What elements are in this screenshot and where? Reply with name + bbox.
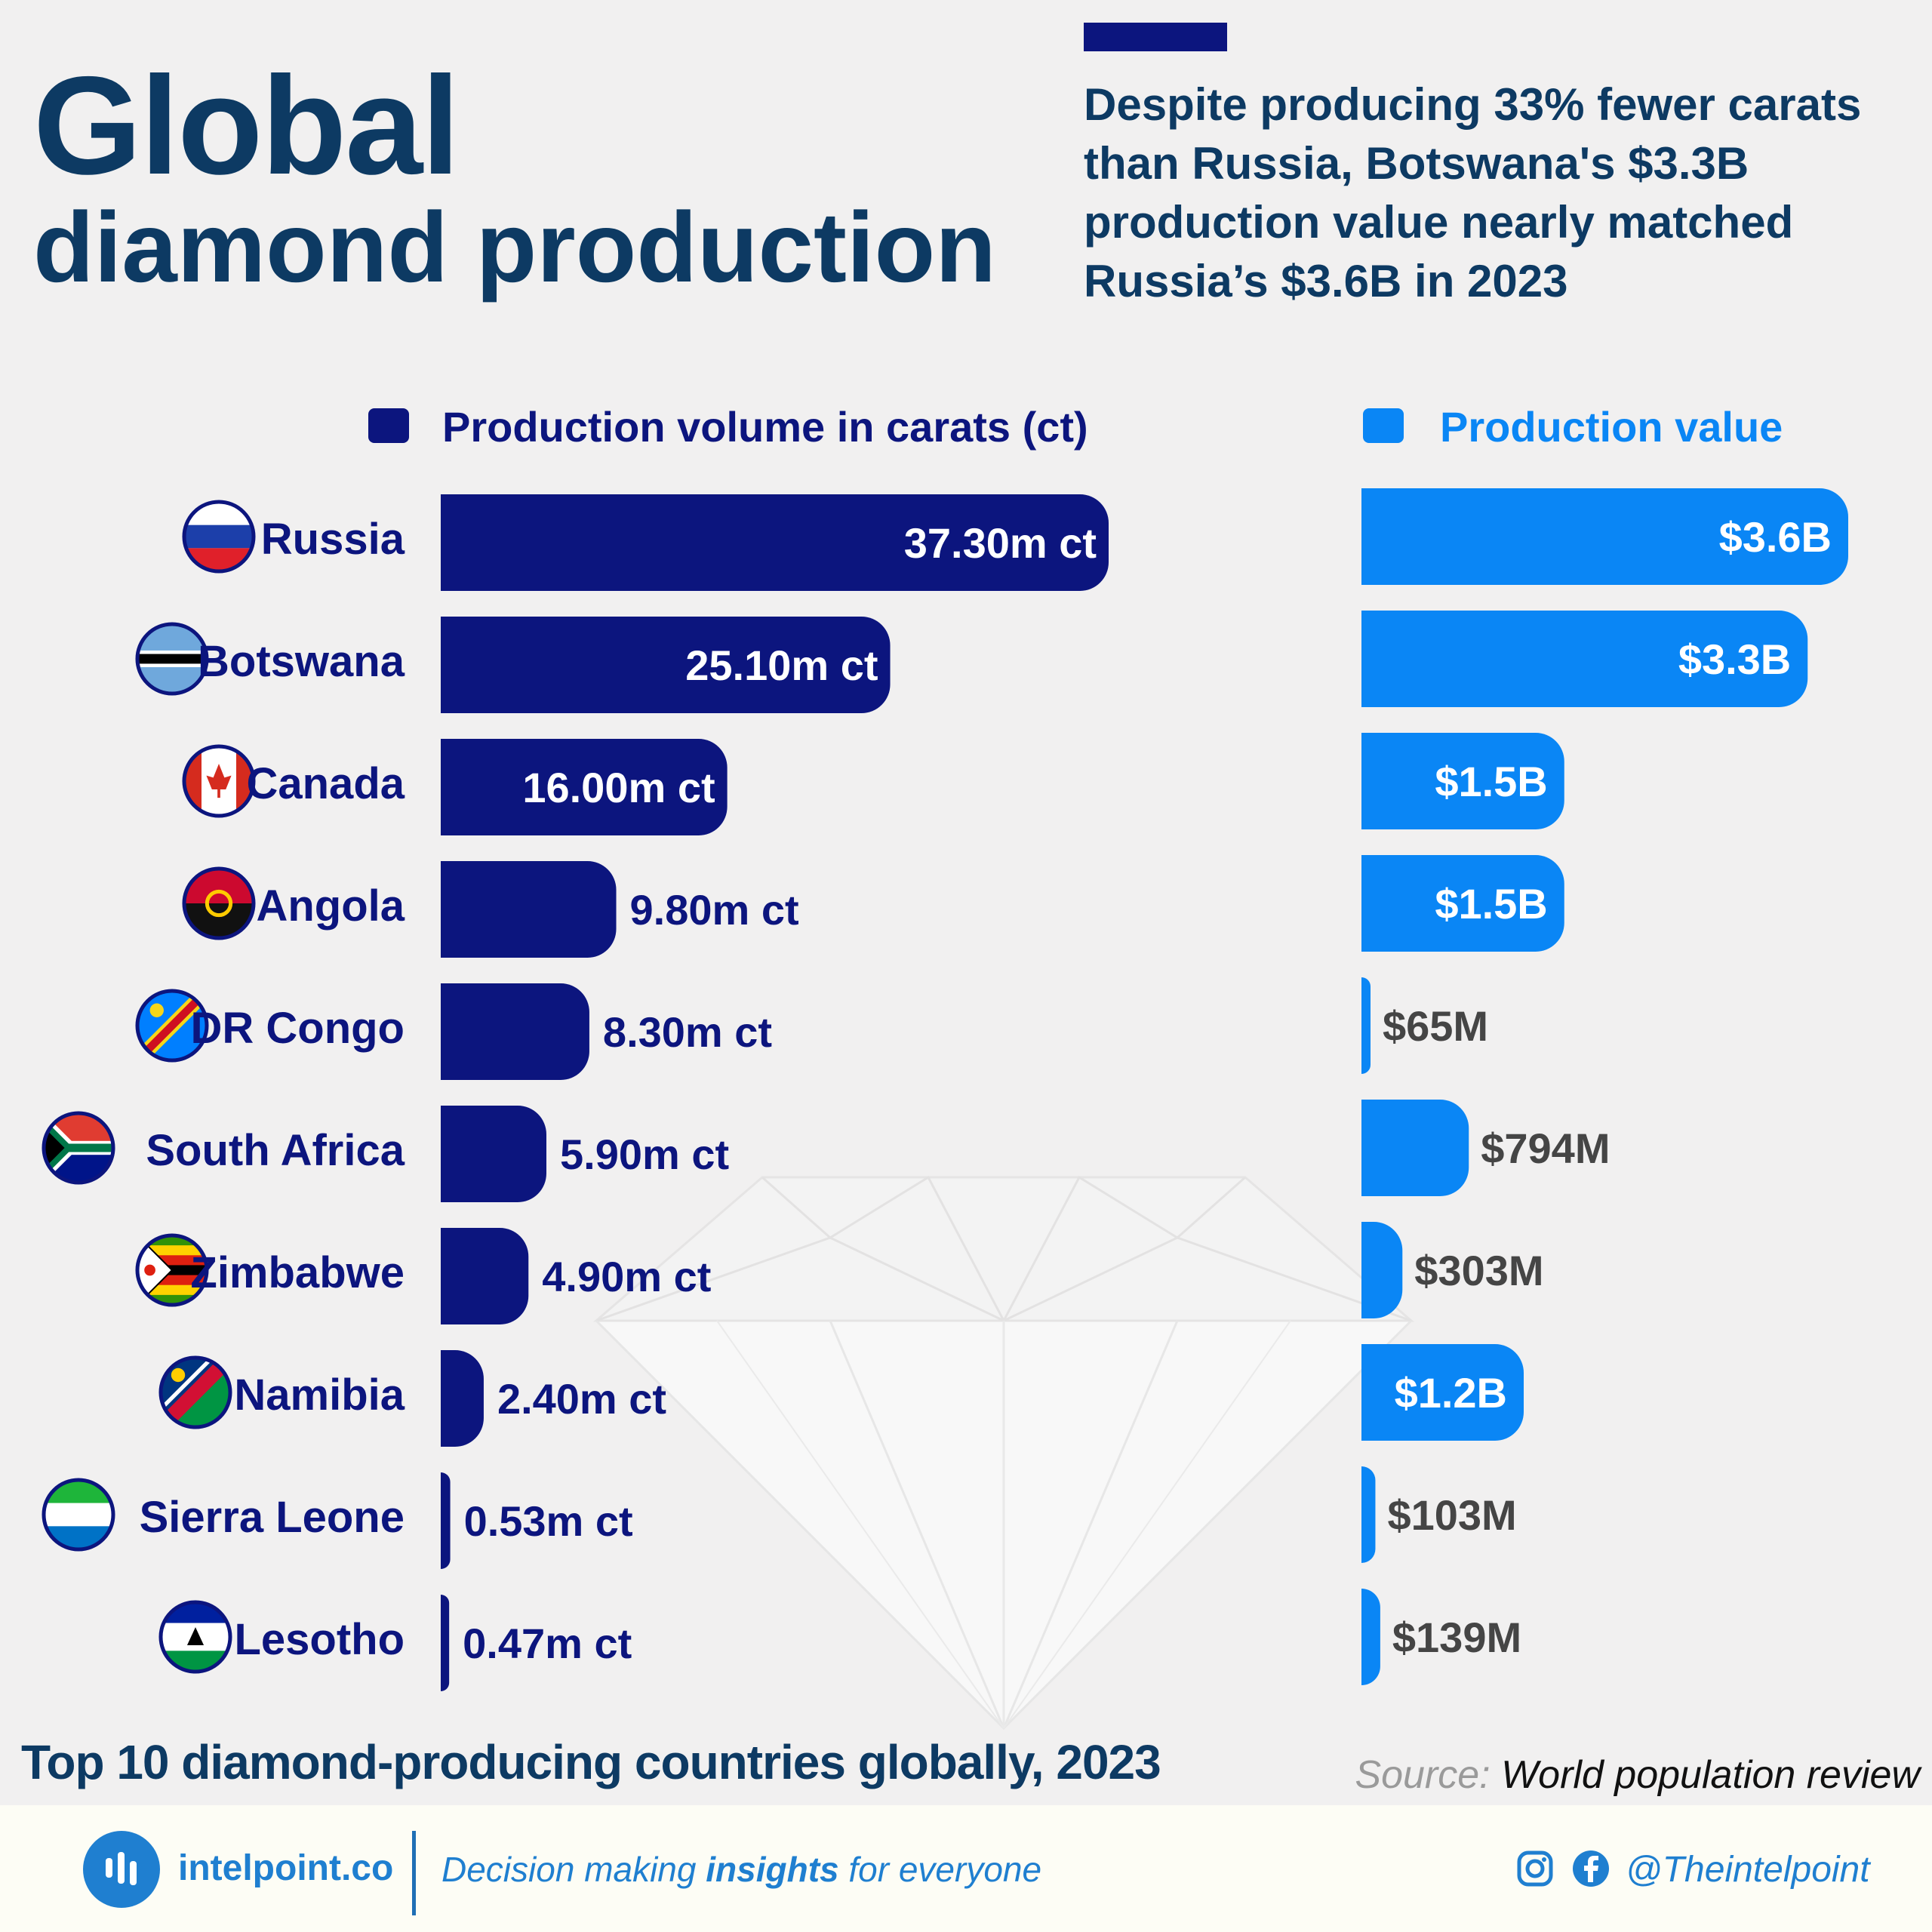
volume-bar-sierra-leone bbox=[441, 1472, 451, 1569]
volume-bar-namibia bbox=[441, 1350, 484, 1447]
tagline-post: for everyone bbox=[838, 1850, 1042, 1889]
instagram-icon[interactable] bbox=[1515, 1849, 1555, 1888]
accent-bar bbox=[1084, 23, 1227, 51]
country-label: Lesotho bbox=[234, 1615, 405, 1664]
country-label: Angola bbox=[256, 881, 405, 931]
value-bar-angola bbox=[1361, 855, 1564, 952]
country-label: Canada bbox=[246, 759, 405, 808]
value-value-label: $1.5B bbox=[1435, 880, 1547, 928]
volume-value-label: 2.40m ct bbox=[497, 1375, 666, 1423]
country-label: Russia bbox=[261, 515, 405, 564]
flag-ring bbox=[182, 500, 256, 574]
footer-divider bbox=[412, 1831, 416, 1915]
country-label: Sierra Leone bbox=[140, 1493, 405, 1542]
botswana-flag-icon bbox=[137, 624, 207, 694]
country-label: Namibia bbox=[234, 1371, 405, 1420]
volume-value-label: 0.53m ct bbox=[464, 1497, 633, 1545]
legend-value-swatch bbox=[1363, 408, 1404, 443]
value-value-label: $139M bbox=[1392, 1614, 1521, 1661]
flag-ring bbox=[158, 1355, 232, 1429]
title-line-2: diamond production bbox=[33, 192, 996, 303]
intelpoint-logo-icon bbox=[83, 1831, 160, 1908]
volume-value-label: 37.30m ct bbox=[904, 519, 1097, 567]
namibia-flag-icon bbox=[161, 1358, 230, 1427]
facebook-icon[interactable] bbox=[1571, 1849, 1611, 1888]
volume-bar-dr-congo bbox=[441, 983, 589, 1080]
flag-ring bbox=[42, 1111, 115, 1185]
volume-bar-botswana bbox=[441, 617, 891, 713]
volume-bar-lesotho bbox=[441, 1595, 450, 1691]
source-label: Source: bbox=[1355, 1753, 1491, 1797]
volume-bar-canada bbox=[441, 739, 728, 835]
value-bar-zimbabwe bbox=[1361, 1222, 1403, 1318]
flag-ring bbox=[182, 866, 256, 940]
value-bar-lesotho bbox=[1361, 1589, 1380, 1685]
legend-volume-label: Production volume in carats (ct) bbox=[442, 403, 1088, 451]
value-series: $3.6B $3.3B $1.5B $1.5B $65M $794M $303M $1.2B $… bbox=[1361, 488, 1848, 1685]
value-bar-dr-congo bbox=[1361, 977, 1371, 1074]
value-value-label: $1.5B bbox=[1435, 758, 1547, 805]
title-line-1: Global bbox=[33, 48, 460, 204]
footer-tagline: Decision making insights for everyone bbox=[441, 1849, 1041, 1890]
value-bar-sierra-leone bbox=[1361, 1466, 1376, 1563]
legend-volume-swatch bbox=[368, 408, 409, 443]
source-note: Source: World population review bbox=[1355, 1752, 1920, 1798]
volume-series: 37.30m ct Russia 25.10m ct Botswana 16.00m c… bbox=[140, 494, 1109, 1691]
flag-ring bbox=[42, 1478, 115, 1552]
volume-bar-russia bbox=[441, 494, 1109, 591]
country-label: DR Congo bbox=[191, 1004, 405, 1053]
footer-brand[interactable]: intelpoint.co bbox=[178, 1848, 394, 1888]
flag-ring bbox=[135, 1233, 209, 1307]
value-value-label: $3.3B bbox=[1678, 635, 1791, 683]
volume-value-label: 0.47m ct bbox=[463, 1620, 632, 1667]
country-label: Zimbabwe bbox=[190, 1248, 405, 1297]
flag-ring bbox=[158, 1600, 232, 1674]
value-value-label: $794M bbox=[1481, 1124, 1610, 1172]
value-bar-botswana bbox=[1361, 611, 1808, 707]
value-bar-canada bbox=[1361, 733, 1564, 829]
volume-value-label: 8.30m ct bbox=[603, 1008, 772, 1056]
tagline-bold: insights bbox=[706, 1850, 839, 1889]
footer-band bbox=[0, 1805, 1932, 1932]
headline: Despite producing 33% fewer carats than … bbox=[1084, 79, 1862, 306]
country-label: Botswana bbox=[198, 637, 405, 686]
value-value-label: $103M bbox=[1387, 1491, 1516, 1539]
flag-ring bbox=[135, 989, 209, 1063]
value-value-label: $303M bbox=[1414, 1247, 1543, 1294]
value-value-label: $3.6B bbox=[1719, 513, 1832, 561]
volume-bar-south-africa bbox=[441, 1106, 546, 1202]
volume-bar-zimbabwe bbox=[441, 1228, 529, 1324]
source-text: World population review bbox=[1501, 1753, 1920, 1797]
volume-value-label: 9.80m ct bbox=[630, 886, 799, 934]
volume-bar-angola bbox=[441, 861, 617, 958]
value-bar-namibia bbox=[1361, 1344, 1524, 1441]
value-value-label: $1.2B bbox=[1395, 1369, 1507, 1417]
footer-handle[interactable]: @Theintelpoint bbox=[1626, 1850, 1870, 1890]
volume-value-label: 16.00m ct bbox=[522, 764, 715, 811]
tagline-pre: Decision making bbox=[441, 1850, 706, 1889]
value-bar-south-africa bbox=[1361, 1100, 1469, 1196]
diamond-watermark bbox=[592, 1175, 1415, 1730]
value-bar-russia bbox=[1361, 488, 1848, 585]
flag-ring bbox=[182, 744, 256, 818]
value-value-label: $65M bbox=[1383, 1002, 1488, 1050]
volume-value-label: 5.90m ct bbox=[560, 1131, 729, 1178]
flag-ring bbox=[135, 622, 209, 696]
volume-value-label: 4.90m ct bbox=[542, 1253, 711, 1300]
volume-value-label: 25.10m ct bbox=[685, 641, 878, 689]
footer-title: Top 10 diamond-producing countries globa… bbox=[21, 1735, 1161, 1789]
dr-congo-flag-icon bbox=[137, 991, 207, 1060]
country-label: South Africa bbox=[146, 1126, 405, 1175]
legend-value-label: Production value bbox=[1440, 403, 1783, 451]
